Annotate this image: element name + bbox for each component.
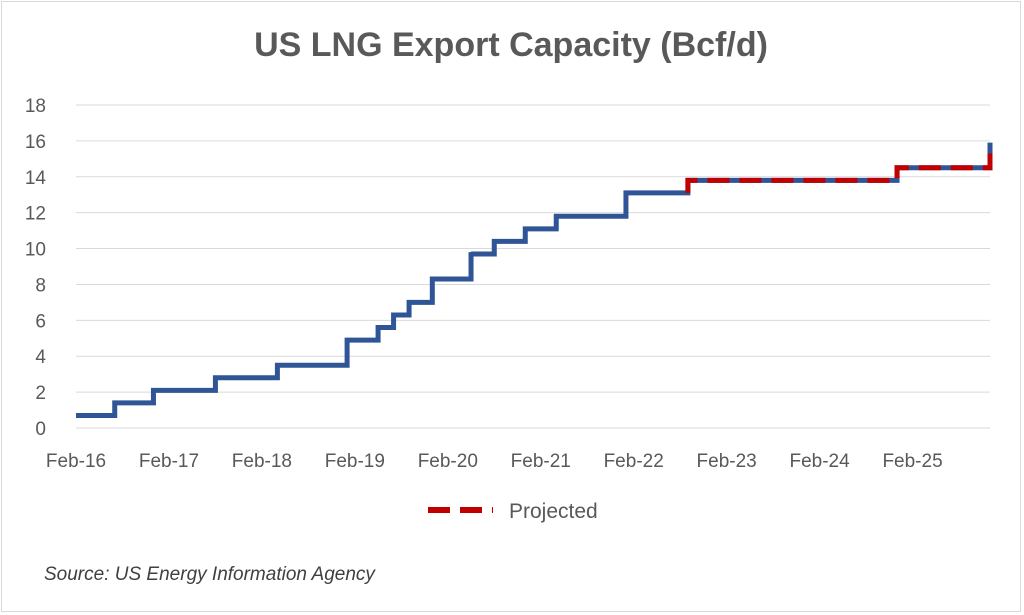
x-tick-label: Feb-24 (789, 451, 850, 472)
legend-label-projected: Projected (509, 500, 598, 523)
source-note: Source: US Energy Information Agency (44, 564, 375, 585)
x-tick-label: Feb-23 (697, 451, 757, 472)
legend: Projected (428, 500, 598, 523)
x-tick-label: Feb-21 (511, 451, 571, 472)
x-tick-label: Feb-20 (418, 451, 478, 472)
series-line-projected (685, 153, 993, 193)
y-tick-label: 0 (35, 419, 46, 440)
y-tick-label: 8 (35, 275, 46, 296)
plot-series (76, 142, 993, 418)
y-tick-label: 6 (35, 311, 46, 332)
chart-title: US LNG Export Capacity (Bcf/d) (254, 26, 768, 64)
x-tick-label: Feb-25 (882, 451, 942, 472)
grid-lines (76, 104, 990, 429)
y-tick-label: 10 (25, 240, 46, 261)
x-tick-label: Feb-22 (604, 451, 664, 472)
y-tick-label: 16 (25, 132, 46, 153)
x-tick-label: Feb-19 (325, 451, 385, 472)
y-tick-label: 14 (25, 168, 47, 189)
x-tick-label: Feb-17 (139, 451, 199, 472)
series-line-capacity (76, 142, 993, 418)
y-axis: 0 2 4 6 8 10 12 14 16 18 (25, 96, 47, 440)
y-tick-label: 2 (35, 383, 46, 404)
y-tick-label: 12 (25, 204, 46, 225)
x-axis: Feb-16 Feb-17 Feb-18 Feb-19 Feb-20 Feb-21 Feb-… (46, 451, 943, 472)
x-tick-label: Feb-16 (46, 451, 106, 472)
y-tick-label: 18 (25, 96, 46, 117)
x-tick-label: Feb-18 (232, 451, 292, 472)
y-tick-label: 4 (35, 347, 46, 368)
